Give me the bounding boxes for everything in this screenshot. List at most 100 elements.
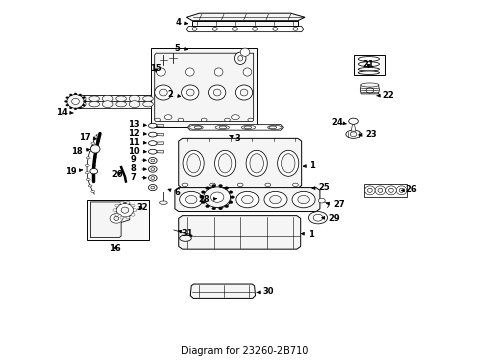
Ellipse shape [298, 195, 309, 204]
Text: 25: 25 [312, 183, 330, 192]
Polygon shape [351, 124, 356, 131]
Text: 6: 6 [168, 188, 181, 197]
Ellipse shape [219, 207, 222, 210]
Polygon shape [186, 13, 305, 21]
Text: 14: 14 [56, 108, 73, 117]
Ellipse shape [66, 96, 69, 99]
Ellipse shape [148, 175, 157, 181]
Ellipse shape [346, 130, 361, 138]
Ellipse shape [79, 94, 82, 96]
Ellipse shape [232, 115, 239, 120]
Ellipse shape [308, 212, 328, 224]
Ellipse shape [219, 184, 222, 187]
Ellipse shape [204, 187, 231, 207]
Ellipse shape [214, 195, 225, 204]
Ellipse shape [90, 168, 98, 174]
Bar [87, 200, 149, 240]
Ellipse shape [265, 183, 270, 186]
Ellipse shape [213, 89, 221, 96]
Ellipse shape [368, 188, 372, 192]
Text: Diagram for 23260-2B710: Diagram for 23260-2B710 [181, 346, 309, 356]
Ellipse shape [201, 118, 207, 122]
Text: 30: 30 [257, 287, 274, 296]
Ellipse shape [110, 213, 122, 223]
Text: 5: 5 [175, 44, 188, 53]
Ellipse shape [212, 184, 216, 187]
Text: 18: 18 [71, 147, 90, 156]
Ellipse shape [75, 95, 86, 102]
Text: 10: 10 [128, 147, 146, 156]
Ellipse shape [235, 85, 253, 100]
Ellipse shape [151, 159, 155, 162]
Ellipse shape [90, 145, 100, 153]
Ellipse shape [69, 107, 72, 109]
Text: 23: 23 [359, 130, 377, 139]
Ellipse shape [358, 62, 379, 67]
Text: 19: 19 [65, 167, 83, 176]
Ellipse shape [182, 85, 199, 100]
Ellipse shape [200, 196, 204, 199]
Ellipse shape [201, 191, 205, 193]
Bar [151, 48, 257, 127]
Ellipse shape [84, 100, 87, 103]
Polygon shape [157, 124, 163, 127]
Text: 7: 7 [131, 173, 146, 182]
Text: 15: 15 [150, 64, 162, 73]
Ellipse shape [248, 118, 254, 122]
Ellipse shape [148, 158, 157, 164]
Ellipse shape [182, 183, 188, 186]
Text: 13: 13 [128, 120, 146, 129]
Text: 28: 28 [199, 195, 217, 204]
Ellipse shape [148, 132, 157, 137]
Text: 24: 24 [331, 118, 346, 127]
Text: 27: 27 [327, 200, 345, 209]
Ellipse shape [264, 192, 287, 208]
Ellipse shape [164, 115, 172, 120]
Ellipse shape [148, 166, 157, 172]
Polygon shape [360, 85, 379, 94]
Ellipse shape [240, 89, 248, 96]
Ellipse shape [292, 192, 315, 208]
Polygon shape [155, 53, 254, 122]
Ellipse shape [365, 186, 375, 195]
Ellipse shape [116, 102, 126, 107]
Ellipse shape [358, 71, 379, 75]
Ellipse shape [250, 154, 264, 173]
Ellipse shape [151, 168, 155, 171]
Ellipse shape [375, 186, 386, 195]
Ellipse shape [243, 68, 252, 76]
Ellipse shape [185, 195, 197, 204]
Ellipse shape [278, 150, 299, 176]
Ellipse shape [206, 205, 210, 208]
Ellipse shape [66, 104, 69, 106]
Ellipse shape [349, 118, 358, 124]
Ellipse shape [361, 83, 379, 87]
Text: 8: 8 [131, 164, 146, 173]
Ellipse shape [399, 188, 404, 192]
Ellipse shape [115, 204, 119, 207]
Text: 1: 1 [301, 230, 314, 239]
Ellipse shape [129, 101, 140, 108]
Ellipse shape [246, 150, 267, 176]
Ellipse shape [244, 126, 252, 129]
Ellipse shape [121, 207, 129, 213]
Ellipse shape [189, 125, 203, 130]
Ellipse shape [91, 190, 95, 193]
Ellipse shape [224, 118, 230, 122]
Ellipse shape [74, 93, 77, 95]
Ellipse shape [187, 154, 200, 173]
Ellipse shape [240, 48, 250, 56]
Ellipse shape [143, 96, 153, 102]
Ellipse shape [185, 68, 194, 76]
Ellipse shape [270, 195, 281, 204]
Ellipse shape [89, 96, 99, 102]
Ellipse shape [133, 209, 137, 212]
Ellipse shape [116, 96, 126, 102]
Ellipse shape [358, 57, 379, 62]
Ellipse shape [293, 28, 298, 30]
Ellipse shape [115, 213, 119, 216]
Ellipse shape [157, 68, 165, 76]
Ellipse shape [350, 132, 357, 137]
Ellipse shape [389, 188, 393, 192]
Ellipse shape [253, 28, 257, 30]
